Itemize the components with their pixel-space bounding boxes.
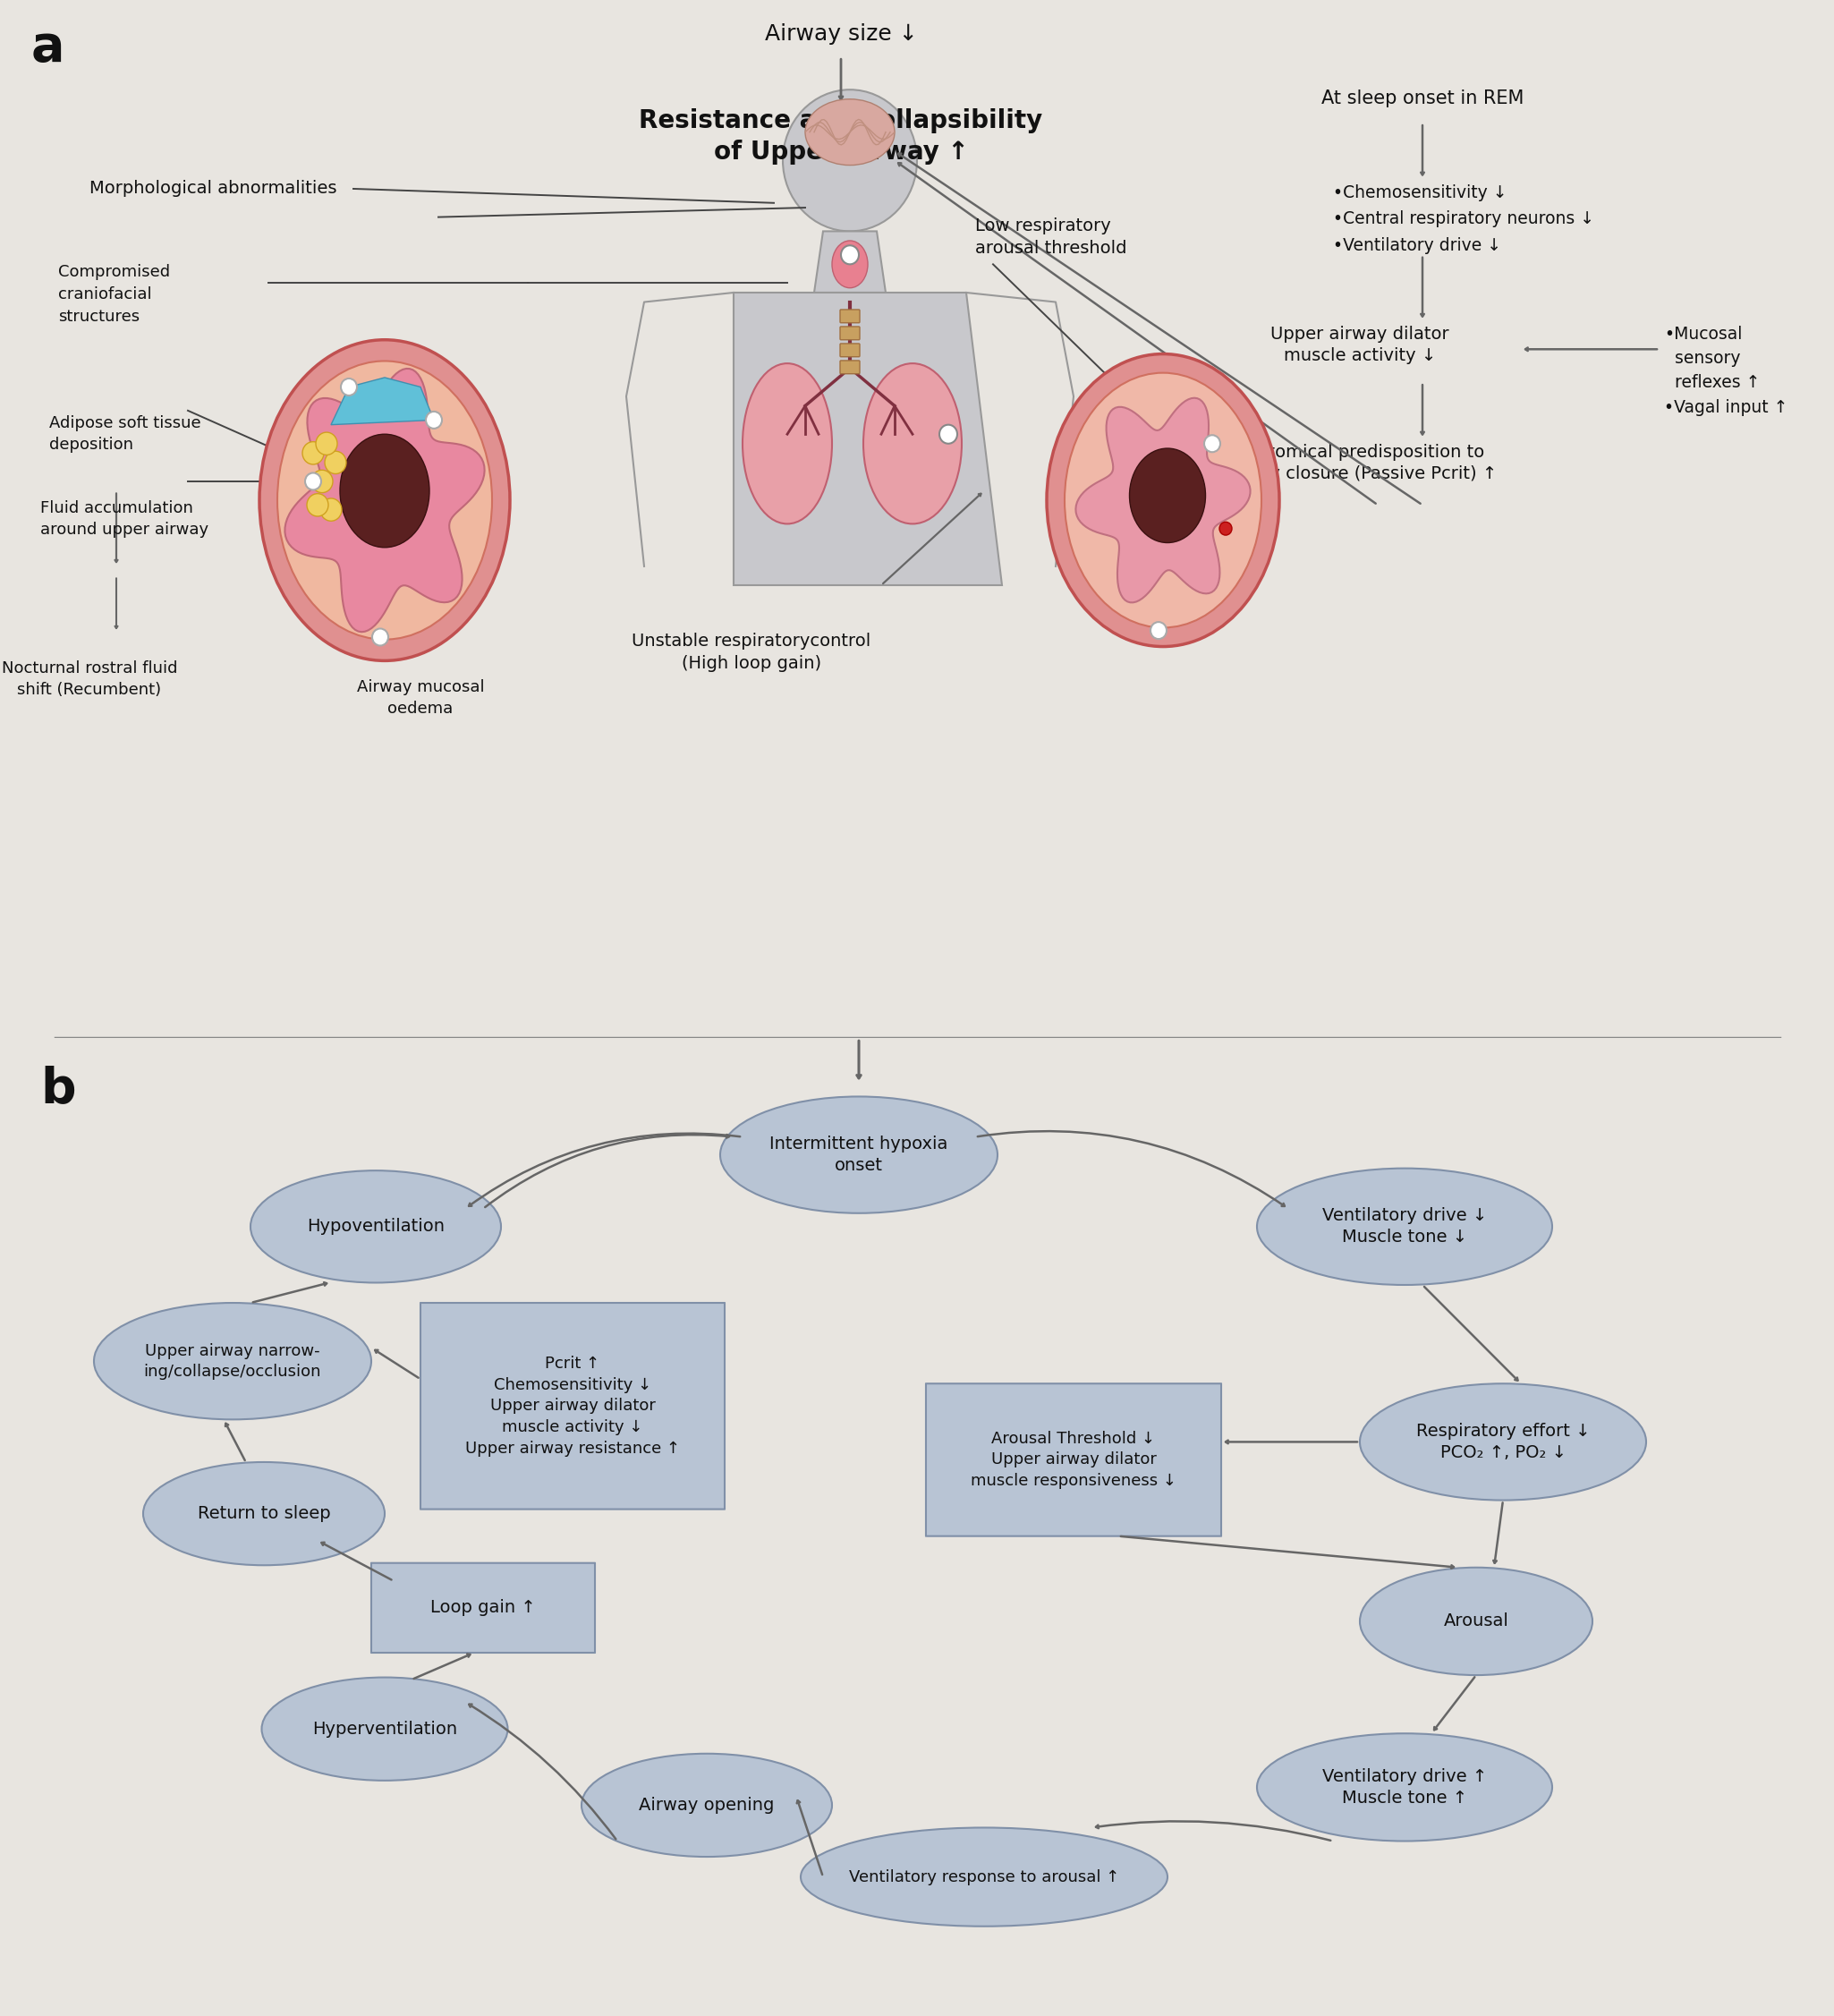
Ellipse shape xyxy=(581,1754,833,1857)
FancyBboxPatch shape xyxy=(420,1302,724,1510)
Text: Airway size ↓: Airway size ↓ xyxy=(765,24,917,44)
Circle shape xyxy=(315,431,337,456)
Text: Intermittent hypoxia
onset: Intermittent hypoxia onset xyxy=(770,1135,948,1173)
Text: Hypoventilation: Hypoventilation xyxy=(306,1218,444,1236)
Ellipse shape xyxy=(1256,1734,1552,1841)
Polygon shape xyxy=(1077,397,1251,603)
Ellipse shape xyxy=(743,363,833,524)
FancyBboxPatch shape xyxy=(840,327,860,341)
Circle shape xyxy=(783,89,917,232)
Polygon shape xyxy=(284,369,484,631)
Text: Arousal: Arousal xyxy=(1443,1613,1509,1629)
Ellipse shape xyxy=(94,1302,370,1419)
Ellipse shape xyxy=(1130,448,1205,542)
Text: Arousal Threshold ↓
Upper airway dilator
muscle responsiveness ↓: Arousal Threshold ↓ Upper airway dilator… xyxy=(970,1431,1176,1490)
Circle shape xyxy=(312,470,332,492)
Circle shape xyxy=(325,452,347,474)
Text: •Chemosensitivity ↓
•Central respiratory neurons ↓
•Ventilatory drive ↓: •Chemosensitivity ↓ •Central respiratory… xyxy=(1333,183,1594,254)
Text: Fluid accumulation
around upper airway: Fluid accumulation around upper airway xyxy=(40,500,209,538)
Ellipse shape xyxy=(1064,373,1262,627)
Text: Upper airway narrow-
ing/collapse/occlusion: Upper airway narrow- ing/collapse/occlus… xyxy=(143,1343,321,1379)
Text: Compromised
craniofacial
structures: Compromised craniofacial structures xyxy=(59,264,171,325)
Circle shape xyxy=(1205,435,1220,452)
Circle shape xyxy=(842,246,858,264)
Point xyxy=(0,1026,11,1050)
Ellipse shape xyxy=(277,361,492,639)
Text: Adipose soft tissue
deposition: Adipose soft tissue deposition xyxy=(50,415,202,452)
Circle shape xyxy=(1220,522,1232,534)
Text: Nocturnal rostral fluid
shift (Recumbent): Nocturnal rostral fluid shift (Recumbent… xyxy=(2,661,178,698)
Text: At sleep onset in REM: At sleep onset in REM xyxy=(1320,89,1524,107)
Ellipse shape xyxy=(143,1462,385,1564)
Text: b: b xyxy=(40,1064,75,1113)
Ellipse shape xyxy=(1359,1383,1647,1500)
Ellipse shape xyxy=(864,363,961,524)
Text: Low respiratory
arousal threshold: Low respiratory arousal threshold xyxy=(976,218,1126,256)
Ellipse shape xyxy=(259,341,510,661)
FancyBboxPatch shape xyxy=(840,343,860,357)
Text: Loop gain ↑: Loop gain ↑ xyxy=(431,1599,536,1617)
Ellipse shape xyxy=(339,433,429,548)
Ellipse shape xyxy=(833,240,867,288)
Text: •Mucosal
  sensory
  reflexes ↑
•Vagal input ↑: •Mucosal sensory reflexes ↑ •Vagal input… xyxy=(1663,327,1788,415)
FancyBboxPatch shape xyxy=(840,361,860,373)
Ellipse shape xyxy=(721,1097,998,1214)
Polygon shape xyxy=(814,232,886,292)
Circle shape xyxy=(939,425,957,444)
FancyBboxPatch shape xyxy=(370,1562,594,1653)
Text: Upper airway dilator
muscle activity ↓: Upper airway dilator muscle activity ↓ xyxy=(1271,327,1449,365)
Text: Unstable respiratorycontrol
(High loop gain): Unstable respiratorycontrol (High loop g… xyxy=(633,633,871,671)
Point xyxy=(0,1026,11,1050)
Text: Pcrit ↑
Chemosensitivity ↓
Upper airway dilator
muscle activity ↓
Upper airway r: Pcrit ↑ Chemosensitivity ↓ Upper airway … xyxy=(466,1355,680,1456)
Circle shape xyxy=(304,474,321,490)
Circle shape xyxy=(306,494,328,516)
Text: Ventilatory drive ↑
Muscle tone ↑: Ventilatory drive ↑ Muscle tone ↑ xyxy=(1322,1768,1487,1806)
Text: Anatomical predisposition to
ariway closure (Passive Pcrit) ↑: Anatomical predisposition to ariway clos… xyxy=(1223,444,1497,482)
Text: Respiratory effort ↓
PCO₂ ↑, PO₂ ↓: Respiratory effort ↓ PCO₂ ↑, PO₂ ↓ xyxy=(1416,1423,1590,1462)
Text: Resistance and Collapsibility
of Upper Airway ↑: Resistance and Collapsibility of Upper A… xyxy=(638,109,1044,165)
Ellipse shape xyxy=(262,1677,508,1780)
Text: Return to sleep: Return to sleep xyxy=(198,1506,330,1522)
Polygon shape xyxy=(734,292,1001,585)
Circle shape xyxy=(425,411,442,429)
Text: Hyperventilation: Hyperventilation xyxy=(312,1720,457,1738)
Ellipse shape xyxy=(801,1829,1168,1927)
Circle shape xyxy=(372,629,389,645)
Circle shape xyxy=(303,442,325,464)
Circle shape xyxy=(341,379,358,395)
Circle shape xyxy=(1150,623,1166,639)
Circle shape xyxy=(321,498,341,520)
Ellipse shape xyxy=(251,1171,501,1282)
FancyBboxPatch shape xyxy=(926,1383,1221,1536)
Text: Airway mucosal
oedema: Airway mucosal oedema xyxy=(356,679,484,718)
FancyBboxPatch shape xyxy=(840,310,860,323)
Text: Ventilatory response to arousal ↑: Ventilatory response to arousal ↑ xyxy=(849,1869,1119,1885)
Text: Airway opening: Airway opening xyxy=(638,1796,774,1814)
Text: Morphological abnormalities: Morphological abnormalities xyxy=(90,179,337,198)
Text: Ventilatory drive ↓
Muscle tone ↓: Ventilatory drive ↓ Muscle tone ↓ xyxy=(1322,1208,1487,1246)
Ellipse shape xyxy=(1047,355,1280,647)
Ellipse shape xyxy=(805,99,895,165)
Ellipse shape xyxy=(1256,1169,1552,1284)
Ellipse shape xyxy=(1359,1568,1592,1675)
Polygon shape xyxy=(330,377,435,425)
Text: a: a xyxy=(31,24,64,73)
